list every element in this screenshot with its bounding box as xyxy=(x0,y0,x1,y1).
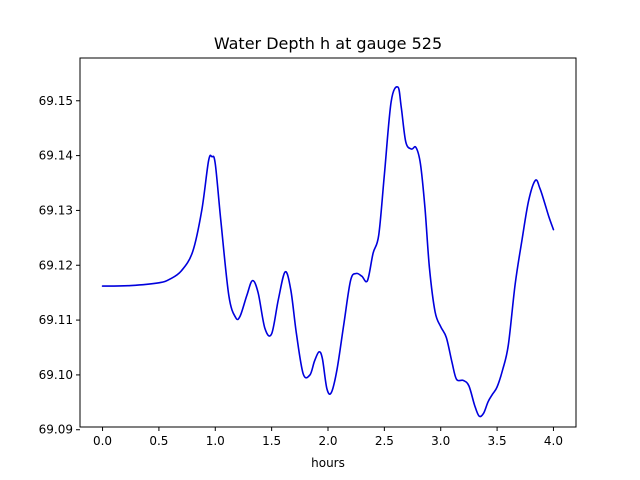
x-tick-label: 4.0 xyxy=(544,434,563,448)
y-tick-label: 69.09 xyxy=(39,423,73,437)
plot-frame xyxy=(79,57,577,428)
x-tick-label: 0.0 xyxy=(93,434,112,448)
x-tick-label: 2.0 xyxy=(318,434,337,448)
y-tick-label: 69.12 xyxy=(39,258,73,272)
x-tick-label: 3.0 xyxy=(431,434,450,448)
y-axis: 69.09 69.10 69.11 69.12 69.13 69.14 69.15 xyxy=(39,94,80,437)
x-tick-label: 1.5 xyxy=(262,434,281,448)
x-tick-label: 1.0 xyxy=(206,434,225,448)
x-tick-label: 2.5 xyxy=(375,434,394,448)
y-tick-label: 69.14 xyxy=(39,149,73,163)
x-tick-label: 3.5 xyxy=(488,434,507,448)
series-line xyxy=(101,86,555,418)
x-tick-label: 0.5 xyxy=(149,434,168,448)
y-tick-label: 69.13 xyxy=(39,203,73,217)
y-tick-label: 69.10 xyxy=(39,368,73,382)
chart-title: Water Depth h at gauge 525 xyxy=(214,34,442,53)
plot-area xyxy=(101,86,555,418)
x-axis: 0.0 0.5 1.0 1.5 2.0 2.5 3.0 3.5 4.0 xyxy=(93,427,563,448)
x-axis-label: hours xyxy=(311,456,345,470)
y-tick-label: 69.15 xyxy=(39,94,73,108)
y-tick-label: 69.11 xyxy=(39,313,73,327)
